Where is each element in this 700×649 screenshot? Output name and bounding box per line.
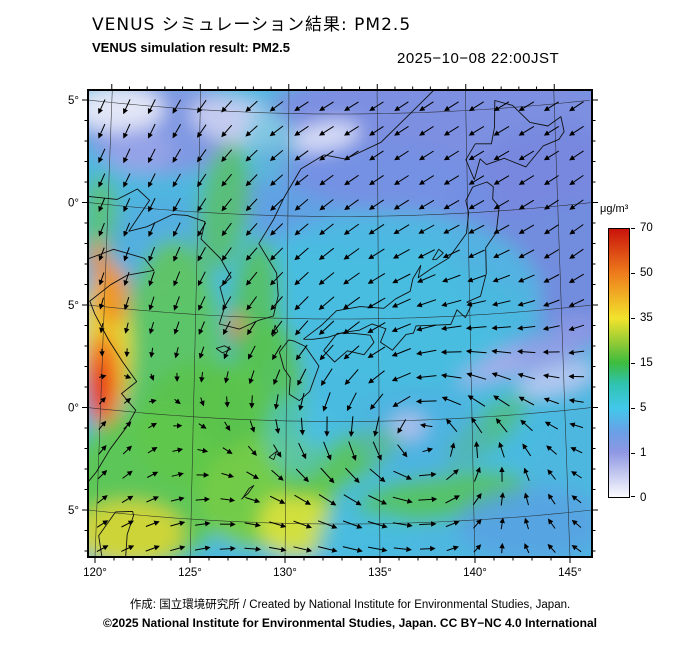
colorbar-tick-mark — [631, 496, 635, 497]
colorbar-tick-mark — [631, 318, 635, 319]
colorbar-gradient — [608, 228, 630, 498]
colorbar-tick-label: 0 — [640, 492, 647, 504]
lat-tick-label: 30° — [68, 403, 79, 415]
footer-credit: 作成: 国立環境研究所 / Created by National Instit… — [129, 599, 571, 611]
colorbar-tick-mark — [631, 408, 635, 409]
lon-tick-label: 135° — [368, 567, 392, 579]
page-title-japanese: VENUS シミュレーション結果: PM2.5 — [92, 15, 412, 35]
graticule — [88, 90, 592, 557]
colorbar-tick-label: 5 — [640, 402, 647, 414]
lon-tick-label: 120° — [83, 567, 107, 579]
wind-vectors — [96, 99, 585, 554]
colorbar-tick-label: 15 — [640, 357, 653, 369]
lat-tick-label: 25° — [68, 505, 79, 517]
lat-tick-label: 45° — [68, 95, 79, 107]
colorbar-tick-label: 70 — [640, 222, 653, 234]
colorbar-tick-label: 1 — [640, 447, 647, 459]
pm25-simulation-map: 120° 125° 130° 135° 140° 145° 45° 40° 35° 30° 25° — [68, 84, 598, 579]
lat-tick-label: 40° — [68, 198, 79, 210]
lon-tick-label: 145° — [558, 567, 582, 579]
colorbar-tick-mark — [631, 273, 635, 274]
map-frame — [87, 89, 593, 558]
colorbar-tick-mark — [631, 453, 635, 454]
simulation-timestamp: 2025−10−08 22:00JST — [397, 50, 560, 67]
coastlines — [88, 90, 565, 557]
colorbar-tick-mark — [631, 228, 635, 229]
lon-tick-label: 130° — [273, 567, 297, 579]
lon-tick-label: 125° — [178, 567, 202, 579]
footer-copyright: ©2025 National Institute for Environment… — [103, 616, 597, 630]
lon-tick-label: 140° — [463, 567, 487, 579]
lat-tick-label: 35° — [68, 300, 79, 312]
colorbar-tick-mark — [631, 363, 635, 364]
colorbar-unit-label: μg/m³ — [600, 203, 629, 215]
colorbar: 70 50 35 15 5 1 0 — [608, 222, 653, 504]
colorbar-tick-label: 35 — [640, 312, 653, 324]
colorbar-tick-label: 50 — [640, 267, 653, 279]
page-title-english: VENUS simulation result: PM2.5 — [92, 40, 290, 55]
